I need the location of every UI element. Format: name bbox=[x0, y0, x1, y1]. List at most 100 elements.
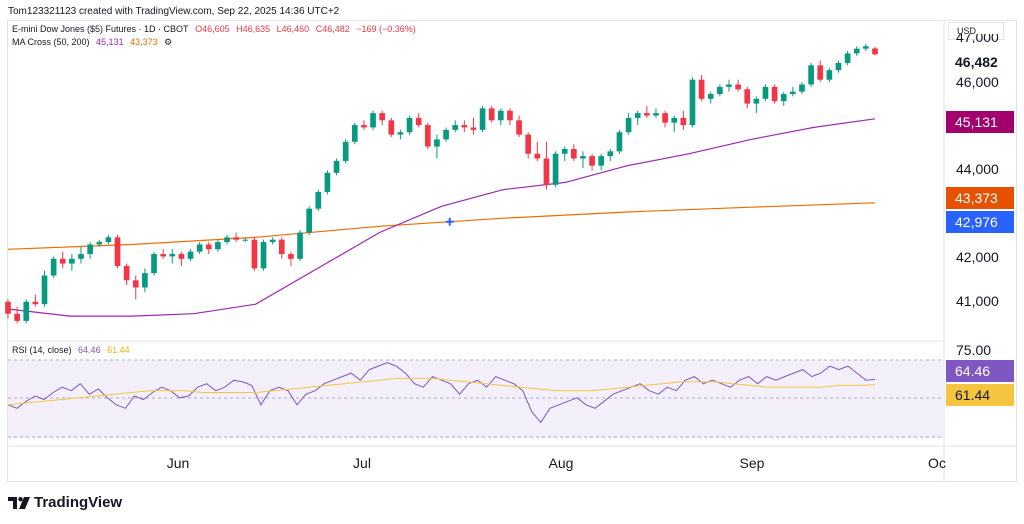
candle bbox=[689, 79, 696, 126]
rsi-value: 64.46 bbox=[78, 345, 101, 355]
candle bbox=[516, 120, 522, 135]
candle bbox=[671, 117, 678, 123]
candle bbox=[151, 254, 157, 274]
price-tick-partial: 47,000 bbox=[956, 34, 999, 43]
candle bbox=[753, 98, 760, 104]
high-value: H46,635 bbox=[236, 24, 271, 34]
tradingview-logo[interactable]: TradingView bbox=[8, 494, 122, 511]
candle bbox=[233, 237, 239, 240]
candle bbox=[142, 273, 148, 288]
candle bbox=[379, 113, 386, 121]
settings-icon[interactable]: ⚙ bbox=[164, 37, 173, 47]
candle bbox=[707, 94, 714, 99]
rsi-ma-value: 61.44 bbox=[107, 345, 130, 355]
candle bbox=[5, 301, 11, 314]
candle bbox=[799, 84, 805, 92]
candle bbox=[644, 113, 650, 116]
tradingview-logo-icon bbox=[8, 496, 30, 509]
candle bbox=[59, 258, 66, 264]
candle bbox=[698, 79, 705, 99]
candle bbox=[215, 242, 221, 250]
candle bbox=[269, 239, 276, 243]
candle bbox=[178, 254, 185, 259]
candle bbox=[744, 89, 751, 104]
time-tick-jun: Jun bbox=[166, 455, 190, 471]
candle bbox=[160, 254, 166, 257]
tradingview-brand: TradingView bbox=[34, 494, 123, 511]
ma-legend[interactable]: MA Cross (50, 200) 45,131 43,373 ⚙ bbox=[12, 37, 176, 48]
candle bbox=[187, 251, 194, 259]
candle bbox=[96, 242, 103, 245]
candle bbox=[653, 113, 659, 116]
candle bbox=[461, 125, 468, 128]
candle bbox=[41, 275, 48, 305]
candle bbox=[607, 151, 614, 157]
candle bbox=[598, 156, 605, 166]
candle bbox=[680, 117, 687, 126]
ma50-value: 45,131 bbox=[96, 37, 124, 47]
candle bbox=[625, 117, 632, 133]
rsi-ma-badge: 61.44 bbox=[946, 384, 1014, 406]
rsi-band bbox=[8, 360, 944, 438]
candle bbox=[525, 134, 532, 154]
candle bbox=[288, 254, 294, 259]
price-tick-44000: 44,000 bbox=[956, 161, 999, 177]
candle bbox=[571, 148, 577, 159]
candle bbox=[771, 86, 778, 102]
candle bbox=[826, 70, 833, 80]
time-tick-aug: Aug bbox=[548, 455, 574, 471]
candle bbox=[443, 129, 449, 140]
candle bbox=[844, 53, 851, 63]
candle bbox=[69, 258, 75, 264]
candle bbox=[388, 120, 395, 135]
symbol-legend[interactable]: E-mini Dow Jones ($5) Futures · 1D · CBO… bbox=[12, 24, 420, 34]
candle bbox=[580, 156, 586, 159]
candle bbox=[278, 239, 285, 255]
candle bbox=[205, 244, 212, 250]
candle bbox=[780, 94, 787, 102]
price-tick-42000: 42,000 bbox=[956, 249, 999, 265]
ma200-value: 43,373 bbox=[130, 37, 158, 47]
candle bbox=[415, 117, 422, 126]
last-price-label: 46,482 bbox=[946, 51, 1014, 73]
rsi-badge: 64.46 bbox=[946, 360, 1014, 382]
candle bbox=[50, 258, 57, 276]
candle bbox=[452, 125, 459, 130]
low-value: L46,460 bbox=[276, 24, 310, 34]
candle bbox=[242, 239, 249, 241]
chart-frame[interactable] bbox=[7, 20, 1017, 482]
candle bbox=[251, 239, 258, 269]
candle bbox=[196, 244, 203, 252]
currency-selector[interactable]: USD bbox=[948, 22, 1004, 40]
candle bbox=[863, 46, 869, 49]
candle bbox=[634, 113, 641, 118]
candle bbox=[853, 48, 860, 54]
candle bbox=[342, 141, 349, 161]
rsi-label: RSI (14, close) bbox=[12, 345, 72, 355]
candle bbox=[872, 48, 878, 55]
ma50-line bbox=[7, 118, 876, 317]
candle bbox=[726, 84, 732, 87]
candle bbox=[324, 172, 331, 192]
candle bbox=[306, 208, 312, 233]
candle bbox=[32, 301, 39, 305]
rsi-legend[interactable]: RSI (14, close) 64.46 61.44 bbox=[12, 345, 134, 355]
time-tick-sep: Sep bbox=[739, 455, 765, 471]
candle bbox=[552, 153, 559, 185]
ma200-badge: 43,373 bbox=[946, 187, 1014, 209]
ma50-badge: 45,131 bbox=[946, 111, 1014, 133]
candle bbox=[333, 160, 340, 173]
candle bbox=[224, 237, 230, 243]
candle bbox=[507, 110, 513, 121]
candle bbox=[470, 127, 477, 130]
candle bbox=[434, 139, 440, 147]
candle bbox=[169, 254, 176, 257]
time-tick-jul: Jul bbox=[353, 455, 371, 471]
candle bbox=[351, 125, 358, 142]
candle bbox=[315, 191, 322, 209]
candle bbox=[406, 117, 413, 133]
candle bbox=[370, 113, 376, 128]
candle bbox=[87, 244, 93, 255]
close-value: C46,482 bbox=[315, 24, 350, 34]
